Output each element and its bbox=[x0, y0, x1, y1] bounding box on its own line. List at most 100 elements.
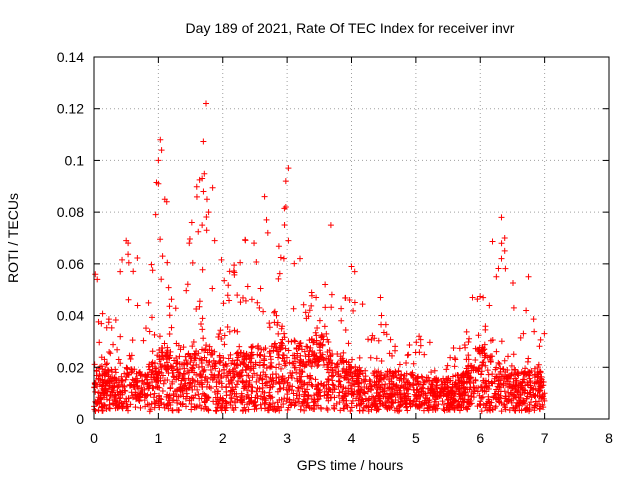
data-point bbox=[125, 296, 132, 303]
data-point bbox=[196, 381, 203, 388]
data-point bbox=[307, 359, 314, 366]
data-point bbox=[293, 392, 300, 399]
data-point bbox=[379, 400, 386, 407]
data-point bbox=[92, 388, 99, 395]
data-point bbox=[366, 376, 373, 383]
data-point bbox=[94, 276, 101, 283]
axis-ticks bbox=[93, 56, 610, 420]
data-point bbox=[101, 371, 108, 378]
data-point bbox=[276, 380, 283, 387]
data-point bbox=[106, 401, 113, 408]
data-point bbox=[362, 373, 369, 380]
data-point bbox=[126, 381, 133, 388]
data-point bbox=[307, 372, 314, 379]
y-tick-label: 0 bbox=[76, 411, 84, 427]
data-point bbox=[166, 303, 173, 310]
data-point bbox=[297, 358, 304, 365]
data-point bbox=[244, 364, 251, 371]
data-point bbox=[183, 287, 190, 294]
data-point bbox=[444, 362, 451, 369]
data-point bbox=[485, 393, 492, 400]
data-point bbox=[361, 390, 368, 397]
data-point bbox=[353, 402, 360, 409]
data-point bbox=[380, 375, 387, 382]
data-point bbox=[171, 374, 178, 381]
data-point bbox=[271, 308, 278, 315]
data-point bbox=[281, 330, 288, 337]
data-point bbox=[217, 327, 224, 334]
data-point bbox=[482, 352, 489, 359]
data-point bbox=[498, 240, 505, 247]
data-point bbox=[526, 408, 533, 415]
data-point bbox=[193, 404, 200, 411]
data-point bbox=[125, 371, 132, 378]
data-point bbox=[263, 382, 270, 389]
data-point bbox=[361, 404, 368, 411]
data-point bbox=[127, 401, 134, 408]
data-point bbox=[328, 291, 335, 298]
data-point bbox=[173, 397, 180, 404]
data-point bbox=[513, 378, 520, 385]
data-point bbox=[422, 390, 429, 397]
data-point bbox=[263, 216, 270, 223]
data-point bbox=[337, 407, 344, 414]
data-point bbox=[224, 292, 231, 299]
data-point bbox=[205, 362, 212, 369]
data-point bbox=[280, 401, 287, 408]
data-point bbox=[498, 214, 505, 221]
data-point bbox=[540, 404, 547, 411]
data-point bbox=[107, 350, 114, 357]
data-point bbox=[390, 373, 397, 380]
data-point bbox=[198, 405, 205, 412]
data-point bbox=[251, 370, 258, 377]
data-point bbox=[517, 334, 524, 341]
data-point bbox=[297, 362, 304, 369]
data-point bbox=[286, 359, 293, 366]
data-point bbox=[109, 389, 116, 396]
data-point bbox=[439, 398, 446, 405]
data-point bbox=[153, 397, 160, 404]
data-point bbox=[294, 350, 301, 357]
data-point bbox=[348, 263, 355, 270]
data-point bbox=[532, 372, 539, 379]
data-point bbox=[505, 353, 512, 360]
y-tick-labels: 0 0.02 0.04 0.06 0.08 0.1 0.12 0.14 bbox=[57, 49, 84, 427]
data-point bbox=[173, 388, 180, 395]
data-point bbox=[384, 371, 391, 378]
data-point bbox=[263, 365, 270, 372]
data-point bbox=[312, 376, 319, 383]
data-point bbox=[521, 376, 528, 383]
data-point bbox=[239, 378, 246, 385]
data-point bbox=[119, 391, 126, 398]
data-point bbox=[471, 387, 478, 394]
data-point bbox=[166, 354, 173, 361]
data-point bbox=[482, 326, 489, 333]
data-point bbox=[495, 359, 502, 366]
data-point bbox=[318, 405, 325, 412]
data-point bbox=[253, 388, 260, 395]
data-point bbox=[266, 324, 273, 331]
data-point bbox=[189, 367, 196, 374]
data-point bbox=[115, 383, 122, 390]
data-point bbox=[418, 388, 425, 395]
data-point bbox=[356, 380, 363, 387]
data-point bbox=[449, 373, 456, 380]
data-point bbox=[401, 372, 408, 379]
data-point bbox=[291, 337, 298, 344]
data-point bbox=[209, 351, 216, 358]
data-point bbox=[456, 401, 463, 407]
data-point bbox=[355, 379, 362, 386]
data-point bbox=[389, 399, 396, 406]
data-point bbox=[426, 339, 433, 346]
data-point bbox=[314, 355, 321, 362]
data-point bbox=[365, 403, 372, 410]
data-point bbox=[306, 337, 313, 344]
data-point bbox=[291, 260, 298, 267]
data-point bbox=[306, 347, 313, 354]
data-point bbox=[203, 396, 210, 403]
data-point bbox=[216, 330, 223, 337]
data-point bbox=[336, 399, 343, 406]
data-point bbox=[481, 388, 488, 395]
data-point bbox=[393, 374, 400, 381]
data-point bbox=[152, 365, 159, 372]
